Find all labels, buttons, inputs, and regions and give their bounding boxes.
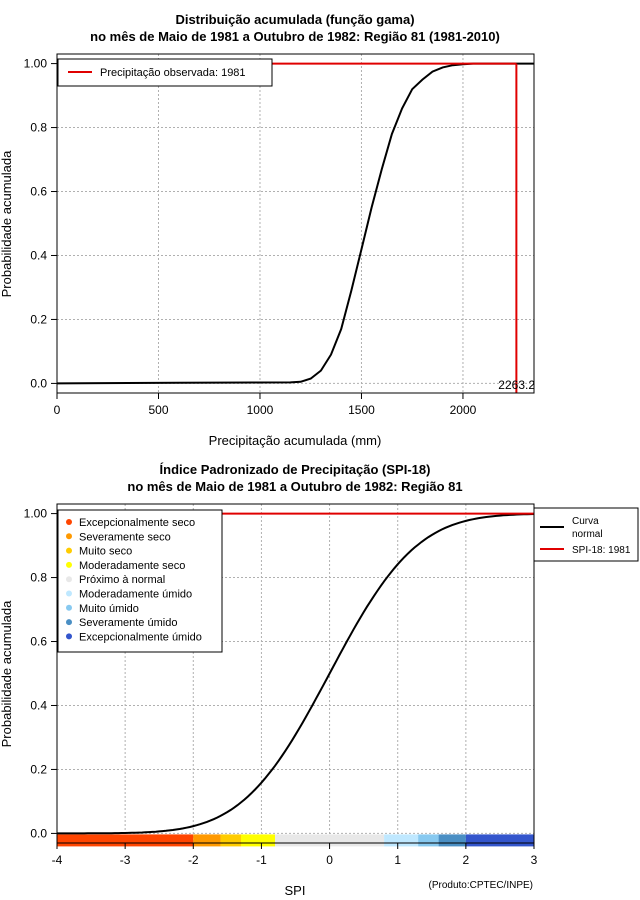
spi-band-2 (220, 834, 241, 847)
spi-xtick-label-5: 1 (394, 853, 401, 867)
spi-band-8 (465, 834, 534, 847)
spi-ytick-label-5: 1.00 (24, 507, 48, 521)
spi-ytick-label-1: 0.2 (30, 762, 47, 776)
gamma-xtick-label-4: 2000 (450, 403, 477, 417)
spi-category-legend-label-7: Severamente úmido (79, 617, 177, 629)
spi-category-legend-label-3: Moderadamente seco (79, 560, 185, 572)
gamma-ytick-label-2: 0.4 (30, 248, 47, 262)
gamma-observed-value-label: 2263.2 (498, 378, 535, 392)
gamma-chart-frame (56, 53, 535, 394)
gamma-curve (56, 62, 534, 385)
spi-chart-xlabel: SPI (285, 883, 306, 898)
spi-category-legend-marker-2 (66, 547, 72, 554)
spi-xtick-label-3: -1 (256, 853, 267, 867)
gamma-ytick-label-5: 1.00 (24, 57, 48, 71)
gamma-xtick-label-3: 1500 (348, 403, 375, 417)
spi-category-legend-marker-0 (66, 519, 72, 525)
spi-curve-legend: Curva normal SPI-18: 1981 (533, 507, 639, 562)
spi-xtick-label-2: -2 (188, 853, 199, 867)
gamma-ytick-label-0: 0.0 (30, 376, 47, 390)
spi-xtick-label-0: -4 (52, 853, 63, 867)
spi-curve-legend-box (533, 507, 639, 562)
spi-ytick-label-3: 0.6 (30, 635, 47, 649)
spi-chart-axes: -4 -3 -2 -1 0 1 2 3 0.0 0.2 0.4 0.6 0.8 1.00 (24, 507, 538, 867)
spi-band-7 (438, 834, 466, 847)
gamma-ytick-label-1: 0.2 (30, 312, 47, 326)
gamma-chart-observed-group (57, 62, 518, 393)
gamma-ytick-label-4: 0.8 (30, 121, 47, 135)
spi-category-legend-label-6: Muito úmido (79, 603, 139, 615)
spi-category-legend: Excepcionalmente seco Severamente seco Mui… (57, 509, 223, 653)
spi-category-legend-box (57, 509, 223, 653)
spi-band-1 (193, 834, 221, 847)
spi-chart-frame (56, 503, 535, 844)
spi-chart-title-line1: Índice Padronizado de Precipitação (SPI-… (160, 462, 431, 477)
spi-chart-curve-group (57, 513, 535, 835)
spi-ytick-label-4: 0.8 (30, 571, 47, 585)
spi-category-legend-marker-8 (66, 633, 72, 640)
spi-category-legend-label-0: Excepcionalmente seco (79, 517, 195, 529)
spi-category-legend-marker-1 (66, 533, 72, 540)
gamma-chart-axes: 0 500 1000 1500 2000 0.0 0.2 0.4 0.6 0.8 1.00 (24, 57, 477, 417)
gamma-legend-label-observed: Precipitação observada: 1981 (100, 67, 246, 79)
gamma-xtick-label-1: 500 (148, 403, 168, 417)
gamma-xtick-label-2: 1000 (247, 403, 274, 417)
spi-category-legend-marker-5 (66, 590, 72, 597)
spi-category-legend-marker-6 (66, 604, 72, 611)
credit-text: (Produto:CPTEC/INPE) (429, 880, 533, 891)
spi-category-legend-marker-4 (66, 576, 72, 583)
spi-category-legend-label-8: Excepcionalmente úmido (79, 631, 202, 643)
gamma-chart-ylabel: Probabilidade acumulada (0, 150, 14, 297)
gamma-chart-title-line2: no mês de Maio de 1981 a Outubro de 1982… (90, 29, 500, 44)
spi-chart-ylabel: Probabilidade acumulada (0, 600, 14, 747)
gamma-ytick-label-3: 0.6 (30, 185, 47, 199)
gamma-chart-title-line1: Distribuição acumulada (função gama) (175, 12, 414, 27)
spi-category-legend-label-5: Moderadamente úmido (79, 589, 192, 601)
spi-chart: Índice Padronizado de Precipitação (SPI-… (0, 462, 639, 898)
spi-band-5 (384, 834, 419, 847)
gamma-chart: Distribuição acumulada (função gama) no … (0, 12, 535, 448)
spi-xtick-label-6: 2 (463, 853, 470, 867)
gamma-legend-box (57, 58, 273, 87)
spi-category-legend-marker-3 (66, 561, 72, 568)
spi-xtick-label-4: 0 (326, 853, 333, 867)
spi-band-6 (418, 834, 439, 847)
spi-xtick-label-7: 3 (531, 853, 538, 867)
gamma-chart-xlabel: Precipitação acumulada (mm) (209, 433, 382, 448)
spi-band-3 (240, 834, 276, 847)
spi-xtick-label-1: -3 (120, 853, 131, 867)
spi-category-legend-items: Excepcionalmente seco Severamente seco Mui… (66, 517, 202, 643)
gamma-xtick-label-0: 0 (54, 403, 61, 417)
spi-category-legend-label-1: Severamente seco (79, 531, 171, 543)
spi-ytick-label-0: 0.0 (30, 826, 47, 840)
spi-chart-category-bands (57, 834, 534, 847)
spi-legend-label-spi: SPI-18: 1981 (572, 545, 631, 556)
spi-chart-title-line2: no mês de Maio de 1981 a Outubro de 1982… (127, 479, 462, 494)
spi-legend-label-normal-line2: normal (572, 529, 603, 540)
gamma-chart-grid (56, 54, 534, 393)
spi-category-legend-marker-7 (66, 619, 72, 626)
spi-legend-label-normal-line1: Curva (572, 516, 599, 527)
spi-category-legend-label-4: Próximo à normal (79, 574, 165, 586)
gamma-chart-curve-group (56, 62, 534, 385)
spi-ytick-label-2: 0.4 (30, 698, 47, 712)
spi-normal-curve (57, 513, 535, 835)
gamma-chart-legend: Precipitação observada: 1981 (57, 58, 273, 87)
spi-category-legend-label-2: Muito seco (79, 546, 132, 558)
